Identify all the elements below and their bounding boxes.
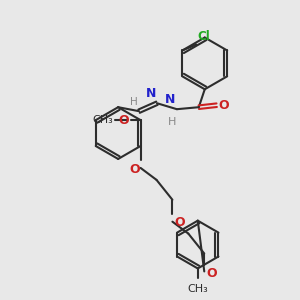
Text: O: O — [206, 268, 217, 281]
Text: CH₃: CH₃ — [188, 284, 208, 294]
Text: O: O — [118, 114, 129, 127]
Text: CH₃: CH₃ — [92, 115, 113, 125]
Text: N: N — [164, 93, 175, 106]
Text: H: H — [167, 117, 176, 127]
Text: O: O — [174, 216, 185, 229]
Text: O: O — [219, 99, 229, 112]
Text: H: H — [130, 97, 138, 107]
Text: Cl: Cl — [197, 29, 210, 43]
Text: N: N — [146, 87, 156, 100]
Text: O: O — [129, 163, 140, 176]
